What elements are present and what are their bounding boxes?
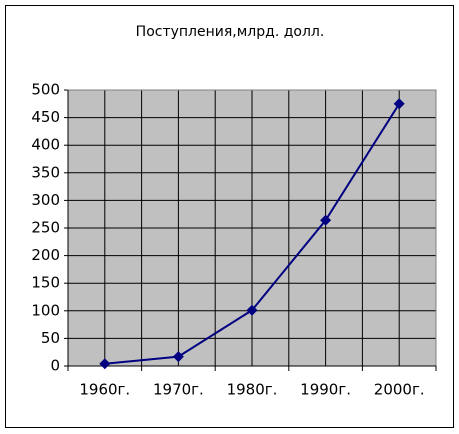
chart-title: Поступления,млрд. долл. bbox=[136, 24, 325, 40]
x-tick-label: 1970г. bbox=[153, 381, 204, 399]
data-point bbox=[99, 358, 111, 370]
y-tick-label: 50 bbox=[41, 329, 60, 347]
x-tick-label: 1960г. bbox=[79, 381, 130, 399]
y-tick-label: 200 bbox=[31, 246, 60, 264]
y-tick-label: 150 bbox=[31, 274, 60, 292]
y-tick-label: 450 bbox=[31, 108, 60, 126]
y-tick-label: 400 bbox=[31, 136, 60, 154]
data-point bbox=[393, 98, 405, 110]
x-tick-label: 2000г. bbox=[374, 381, 425, 399]
data-point bbox=[246, 304, 258, 316]
y-tick-label: 500 bbox=[31, 81, 60, 99]
y-tick-label: 100 bbox=[31, 301, 60, 319]
y-tick-label: 350 bbox=[31, 163, 60, 181]
x-tick-label: 1980г. bbox=[227, 381, 278, 399]
x-tick-label: 1990г. bbox=[300, 381, 351, 399]
y-tick-label: 0 bbox=[50, 357, 60, 375]
y-tick-label: 300 bbox=[31, 191, 60, 209]
data-point bbox=[172, 351, 184, 363]
y-tick-label: 250 bbox=[31, 219, 60, 237]
data-point bbox=[320, 214, 332, 226]
